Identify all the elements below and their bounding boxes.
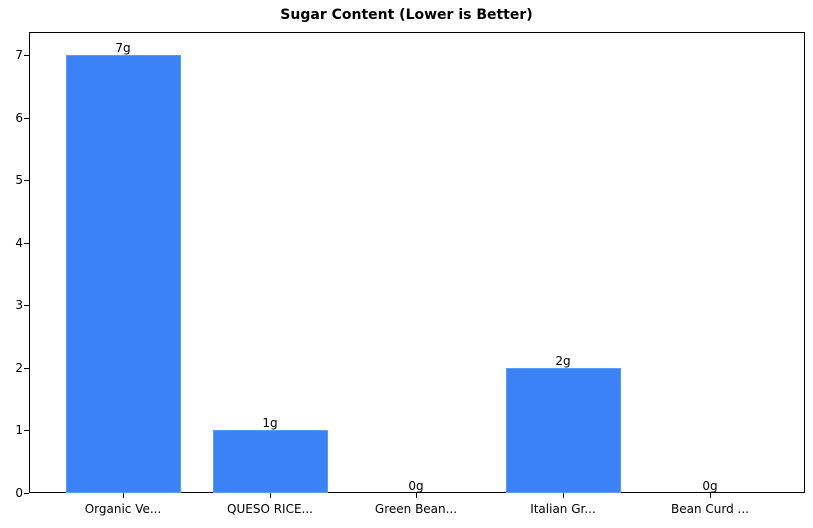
y-tick <box>24 305 29 307</box>
y-tick <box>24 493 29 494</box>
bar <box>65 55 181 493</box>
x-tick <box>563 493 564 498</box>
y-tick-label: 2 <box>15 360 23 375</box>
y-tick-label: 3 <box>15 298 23 313</box>
x-tick-label: Italian Gr... <box>530 502 596 516</box>
plot-area <box>29 32 805 493</box>
y-tick <box>24 180 29 182</box>
y-tick <box>24 242 29 244</box>
x-tick <box>123 493 124 498</box>
x-tick-label: Green Bean... <box>374 502 458 516</box>
y-tick-label: 4 <box>15 235 23 250</box>
bar <box>212 430 328 493</box>
y-tick-label: 0 <box>15 486 23 500</box>
bar-value-label: 0g <box>702 479 718 493</box>
x-tick <box>270 493 271 498</box>
x-tick-label: Organic Ve... <box>84 502 162 516</box>
chart-title: Sugar Content (Lower is Better) <box>280 7 533 23</box>
x-tick <box>710 493 711 498</box>
bar-value-label: 1g <box>262 416 278 431</box>
y-tick-label: 5 <box>15 173 23 188</box>
y-tick <box>24 430 29 432</box>
bar <box>505 367 621 493</box>
y-tick-label: 6 <box>15 110 23 125</box>
x-tick <box>416 493 417 498</box>
y-tick <box>24 367 29 369</box>
x-tick-label: Bean Curd ... <box>671 502 749 516</box>
y-tick-label: 7 <box>15 48 23 62</box>
bar-value-label: 2g <box>555 353 571 368</box>
bar-value-label: 0g <box>408 479 424 493</box>
y-tick <box>24 55 29 56</box>
y-tick-label: 1 <box>15 423 23 438</box>
bar-value-label: 7g <box>115 41 131 55</box>
x-tick-label: QUESO RICE... <box>227 502 313 516</box>
y-tick <box>24 117 29 119</box>
